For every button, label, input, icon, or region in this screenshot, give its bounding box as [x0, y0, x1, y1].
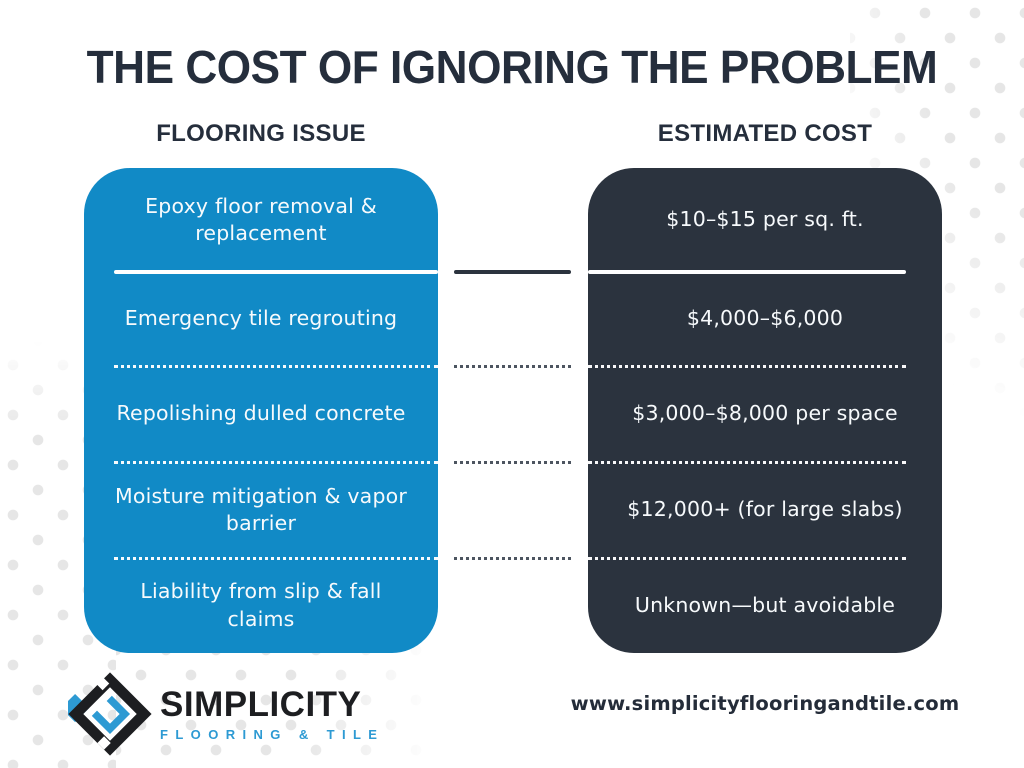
cost-cell: Unknown—but avoidable: [588, 558, 942, 653]
issue-text: Moisture mitigation & vapor barrier: [114, 483, 408, 535]
page-title: THE COST OF IGNORING THE PROBLEM: [86, 41, 938, 93]
issue-text: Repolishing dulled concrete: [116, 401, 406, 426]
gap-connector-dotted: [454, 557, 571, 560]
estimated-cost-panel: $10–$15 per sq. ft. $4,000–$6,000 $3,000…: [588, 168, 942, 653]
issue-cell: Moisture mitigation & vapor barrier: [84, 462, 438, 558]
brand-tagline: FLOORING & TILE: [160, 727, 385, 742]
row-divider-dotted: [588, 557, 906, 560]
issue-text: Liability from slip & fall claims: [140, 579, 382, 631]
cost-text: $3,000–$8,000 per space: [632, 401, 898, 426]
cost-cell: $4,000–$6,000: [588, 272, 942, 366]
cost-cell: $10–$15 per sq. ft.: [588, 168, 942, 272]
row-divider-dotted: [114, 365, 438, 368]
cost-text: $4,000–$6,000: [686, 306, 844, 331]
cost-text: $10–$15 per sq. ft.: [666, 207, 864, 232]
gap-connector-dotted: [454, 461, 571, 464]
flooring-issue-panel: Epoxy floor removal & replacement Emerge…: [84, 168, 438, 653]
issue-cell: Liability from slip & fall claims: [84, 558, 438, 653]
column-header-flooring-issue: FLOORING ISSUE: [156, 120, 366, 147]
issue-text: Emergency tile regrouting: [124, 306, 398, 331]
column-header-estimated-cost: ESTIMATED COST: [657, 120, 873, 147]
row-divider-dotted: [588, 461, 906, 464]
row-divider-solid: [588, 270, 906, 274]
gap-connector-dotted: [454, 365, 571, 368]
issue-cell: Emergency tile regrouting: [84, 272, 438, 366]
issue-cell: Repolishing dulled concrete: [84, 366, 438, 462]
gap-connector-solid: [454, 270, 571, 274]
website-url: www.simplicityflooringandtile.com: [570, 692, 960, 715]
row-divider-dotted: [588, 365, 906, 368]
issue-text: Epoxy floor removal & replacement: [145, 193, 377, 245]
issue-cell: Epoxy floor removal & replacement: [84, 168, 438, 272]
row-divider-dotted: [114, 461, 438, 464]
cost-cell: $12,000+ (for large slabs): [588, 462, 942, 558]
cost-text: Unknown—but avoidable: [634, 592, 896, 617]
row-divider-dotted: [114, 557, 438, 560]
brand-text: SIMPLICITY FLOORING & TILE: [160, 687, 384, 741]
brand-logo: SIMPLICITY FLOORING & TILE: [68, 672, 384, 756]
cost-cell: $3,000–$8,000 per space: [588, 366, 942, 462]
diamond-s-monogram-icon: [68, 672, 152, 756]
brand-name: SIMPLICITY: [160, 685, 362, 724]
row-divider-solid: [114, 270, 438, 274]
cost-text: $12,000+ (for large slabs): [627, 497, 903, 522]
